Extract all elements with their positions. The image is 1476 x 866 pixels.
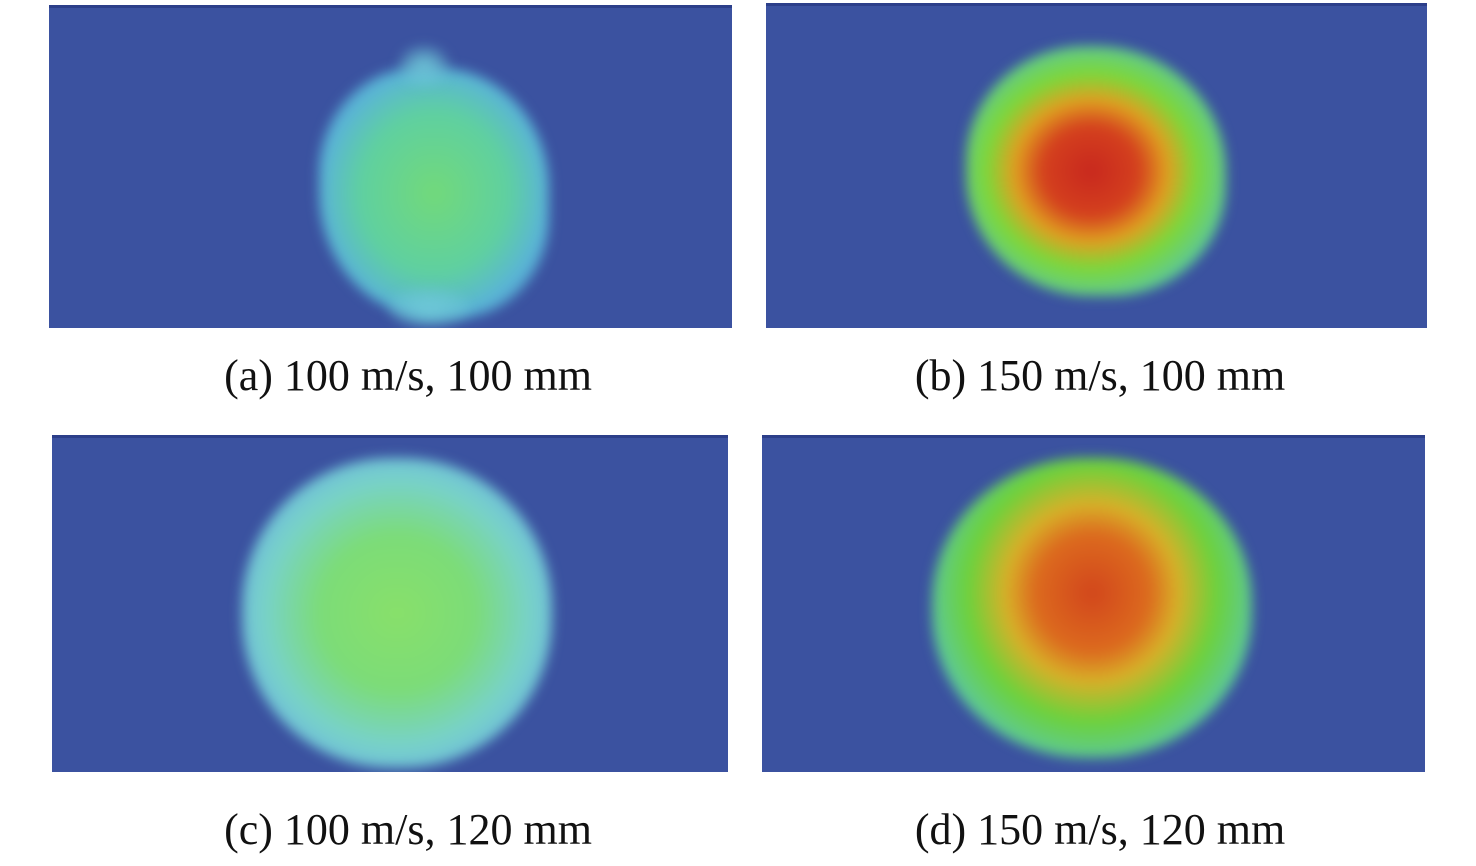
contour-image-c <box>52 435 728 772</box>
caption-d: (d) 150 m/s, 120 mm <box>914 805 1286 854</box>
damage-region <box>242 458 552 768</box>
damage-region <box>966 46 1226 296</box>
debris <box>389 288 469 328</box>
caption-c: (c) 100 m/s, 120 mm <box>224 805 592 854</box>
damage-region <box>319 68 549 318</box>
damage-region <box>932 458 1252 758</box>
caption-a: (a) 100 m/s, 100 mm <box>224 351 592 400</box>
debris <box>399 46 449 86</box>
contour-image-b <box>766 3 1427 328</box>
caption-b: (b) 150 m/s, 100 mm <box>914 351 1286 400</box>
contour-image-a <box>49 5 732 328</box>
contour-image-d <box>762 435 1425 772</box>
